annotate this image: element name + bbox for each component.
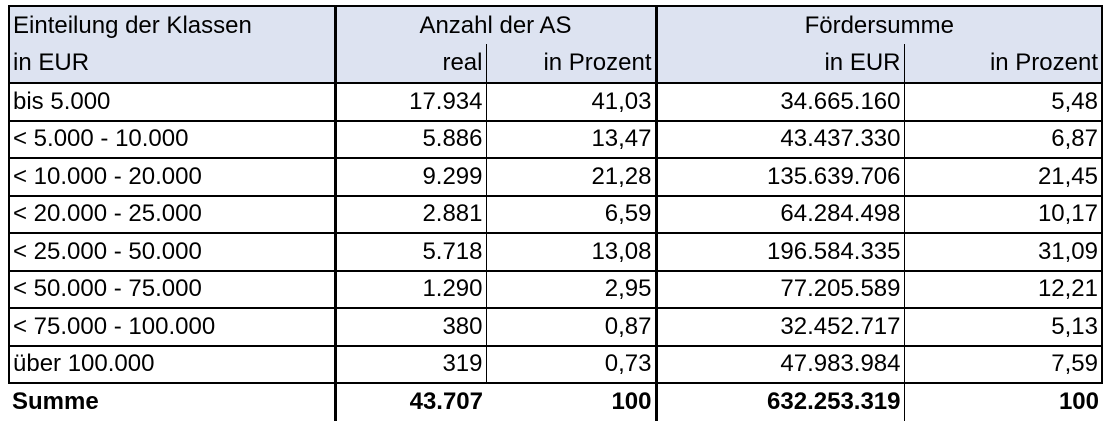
- summe-row: Summe 43.707 100 632.253.319 100: [9, 382, 1102, 421]
- header-anzahl-group: Anzahl der AS: [333, 5, 656, 44]
- summe-prozent-as: 100: [486, 382, 656, 421]
- summe-eur: 632.253.319: [654, 382, 905, 421]
- cell-real: 9.299: [333, 157, 487, 196]
- summe-label: Summe: [9, 382, 335, 421]
- cell-prozent-as: 13,47: [486, 119, 656, 158]
- header-klassen-line1: Einteilung der Klassen: [8, 5, 335, 44]
- cell-eur: 32.452.717: [654, 307, 905, 346]
- cell-prozent-eur: 7,59: [904, 344, 1103, 383]
- table-row: < 5.000 - 10.000 5.886 13,47 43.437.330 …: [8, 119, 1103, 158]
- cell-real: 5.886: [333, 119, 487, 158]
- header-row-2: in EUR real in Prozent in EUR in Prozent: [8, 44, 1103, 83]
- table-row: bis 5.000 17.934 41,03 34.665.160 5,48: [8, 82, 1103, 121]
- cell-prozent-eur: 5,48: [904, 82, 1103, 121]
- cell-klasse: < 50.000 - 75.000: [8, 269, 335, 308]
- cell-prozent-as: 2,95: [486, 269, 656, 308]
- table-row: < 25.000 - 50.000 5.718 13,08 196.584.33…: [8, 232, 1103, 271]
- cell-prozent-as: 0,73: [486, 344, 656, 383]
- cell-prozent-as: 41,03: [486, 82, 656, 121]
- cell-eur: 34.665.160: [654, 82, 905, 121]
- table-row: über 100.000 319 0,73 47.983.984 7,59: [8, 344, 1103, 383]
- cell-klasse: < 75.000 - 100.000: [8, 307, 335, 346]
- header-foerder-group: Fördersumme: [654, 5, 1103, 44]
- cell-real: 319: [333, 344, 487, 383]
- cell-eur: 64.284.498: [654, 194, 905, 233]
- cell-klasse: < 20.000 - 25.000: [8, 194, 335, 233]
- cell-real: 17.934: [333, 82, 487, 121]
- cell-real: 380: [333, 307, 487, 346]
- cell-prozent-as: 6,59: [486, 194, 656, 233]
- table-row: < 20.000 - 25.000 2.881 6,59 64.284.498 …: [8, 194, 1103, 233]
- summe-real: 43.707: [333, 382, 486, 421]
- cell-prozent-eur: 6,87: [904, 119, 1103, 158]
- cell-klasse: < 5.000 - 10.000: [8, 119, 335, 158]
- header-klassen-line2: in EUR: [8, 44, 335, 83]
- table-row: < 50.000 - 75.000 1.290 2,95 77.205.589 …: [8, 269, 1103, 308]
- cell-eur: 135.639.706: [654, 157, 905, 196]
- cell-klasse: < 25.000 - 50.000: [8, 232, 335, 271]
- cell-klasse: < 10.000 - 20.000: [8, 157, 335, 196]
- cell-real: 2.881: [333, 194, 487, 233]
- cell-prozent-eur: 21,45: [904, 157, 1103, 196]
- header-in-prozent-eur: in Prozent: [904, 44, 1103, 83]
- cell-eur: 77.205.589: [654, 269, 905, 308]
- table-row: < 10.000 - 20.000 9.299 21,28 135.639.70…: [8, 157, 1103, 196]
- cell-eur: 47.983.984: [654, 344, 905, 383]
- cell-eur: 196.584.335: [654, 232, 905, 271]
- cell-prozent-as: 13,08: [486, 232, 656, 271]
- summe-prozent-eur: 100: [904, 382, 1102, 421]
- cell-prozent-as: 0,87: [486, 307, 656, 346]
- header-row-1: Einteilung der Klassen Anzahl der AS För…: [8, 5, 1103, 44]
- header-in-eur: in EUR: [654, 44, 905, 83]
- distribution-table: Einteilung der Klassen Anzahl der AS För…: [8, 5, 1103, 421]
- cell-real: 5.718: [333, 232, 487, 271]
- cell-prozent-eur: 10,17: [904, 194, 1103, 233]
- header-in-prozent-as: in Prozent: [486, 44, 656, 83]
- cell-real: 1.290: [333, 269, 487, 308]
- cell-prozent-eur: 12,21: [904, 269, 1103, 308]
- cell-prozent-eur: 5,13: [904, 307, 1103, 346]
- header-real: real: [333, 44, 487, 83]
- cell-klasse: bis 5.000: [8, 82, 335, 121]
- cell-prozent-as: 21,28: [486, 157, 656, 196]
- table-row: < 75.000 - 100.000 380 0,87 32.452.717 5…: [8, 307, 1103, 346]
- cell-klasse: über 100.000: [8, 344, 335, 383]
- cell-eur: 43.437.330: [654, 119, 905, 158]
- cell-prozent-eur: 31,09: [904, 232, 1103, 271]
